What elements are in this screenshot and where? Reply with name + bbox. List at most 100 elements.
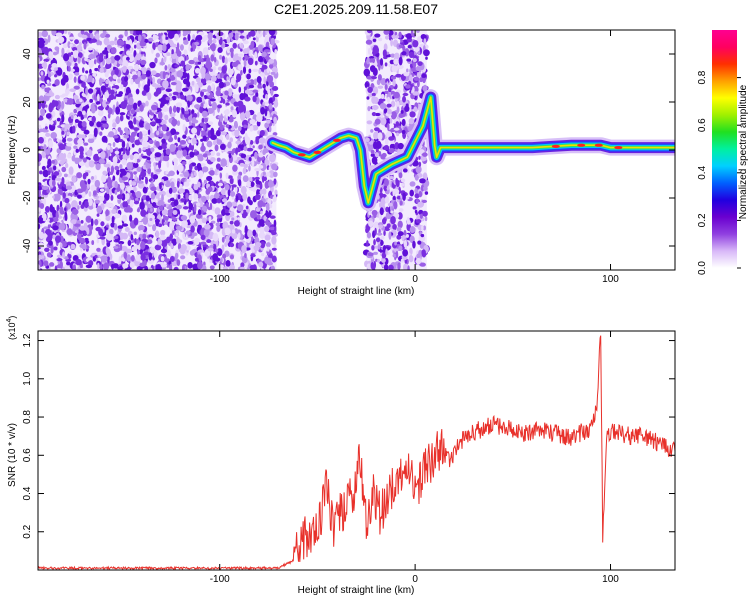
noise-speckle [44,126,48,130]
noise-speckle [402,249,409,257]
noise-speckle [117,127,122,132]
noise-speckle [41,255,45,259]
noise-speckle [39,170,43,175]
noise-speckle [388,175,395,180]
noise-speckle [196,128,201,136]
noise-speckle [380,117,387,126]
noise-speckle [402,95,406,103]
noise-speckle [85,70,89,74]
noise-speckle [240,153,247,159]
noise-speckle [270,88,274,96]
noise-speckle [105,57,112,65]
noise-speckle [189,250,195,256]
noise-speckle [378,37,383,42]
noise-speckle [135,53,142,61]
noise-speckle [122,154,128,160]
noise-speckle [64,123,70,130]
noise-speckle [233,101,239,107]
noise-speckle [84,147,88,153]
noise-speckle [250,253,256,258]
noise-speckle [99,195,105,202]
noise-speckle [137,34,142,42]
noise-speckle [258,219,265,227]
noise-speckle [379,191,384,198]
noise-speckle [217,96,222,102]
noise-speckle [367,143,373,152]
noise-speckle [380,93,385,100]
noise-speckle [66,241,73,246]
noise-speckle [64,197,70,204]
noise-speckle [138,147,142,154]
noise-speckle [219,54,222,60]
noise-speckle [249,210,257,219]
noise-speckle [216,198,222,204]
noise-speckle [171,57,177,65]
noise-speckle [386,108,392,115]
noise-speckle [63,256,70,260]
noise-speckle [202,47,209,56]
noise-speckle [73,76,77,83]
noise-speckle [180,215,188,221]
noise-speckle [401,129,406,135]
noise-speckle [365,137,370,143]
noise-speckle [263,76,266,84]
noise-speckle [51,159,55,164]
noise-speckle [138,131,143,140]
noise-speckle [244,54,249,60]
noise-speckle [94,161,98,165]
spectrogram-x-ticks: -100 0 100 [210,30,619,285]
colorbar-tick-label: 0.2 [697,213,708,227]
noise-speckle [89,98,94,103]
noise-speckle [149,217,153,222]
noise-speckle [158,160,162,169]
snr-x-label: Height of straight line (km) [298,585,415,596]
noise-speckle [38,188,41,197]
signal-peak [551,144,560,148]
noise-speckle [273,226,277,233]
noise-speckle [147,259,154,264]
noise-speckle [40,108,46,117]
noise-speckle [423,225,427,231]
noise-speckle [135,88,140,95]
noise-speckle [390,39,393,47]
noise-speckle [238,86,242,93]
noise-speckle [48,51,53,59]
noise-speckle [235,147,241,153]
noise-speckle [76,172,83,179]
noise-speckle [244,136,251,145]
signal-peak [614,146,623,150]
noise-speckle [68,55,75,63]
noise-speckle [114,189,118,195]
noise-speckle [145,195,150,202]
noise-speckle [208,38,213,45]
noise-speckle [101,174,107,183]
noise-speckle [396,132,400,137]
noise-speckle [109,228,114,235]
noise-speckle [166,143,170,149]
noise-speckle [400,39,404,43]
spectrogram-x-tick-label: 0 [412,274,418,285]
noise-speckle [182,134,187,139]
noise-speckle [38,136,44,144]
noise-speckle [222,253,227,260]
noise-speckle [125,44,131,50]
noise-speckle [405,84,411,89]
noise-speckle [67,153,72,159]
noise-speckle [53,246,58,251]
noise-speckle [163,155,170,162]
noise-speckle [204,30,211,33]
noise-speckle [379,207,384,216]
noise-speckle [386,103,392,108]
noise-speckle [224,227,231,235]
noise-speckle [203,94,208,100]
noise-speckle [229,254,235,260]
noise-speckle [114,165,120,171]
noise-speckle [260,210,263,215]
noise-speckle [134,63,140,72]
noise-speckle [73,108,78,114]
noise-speckle [203,224,211,230]
noise-speckle [109,40,116,46]
noise-speckle [383,43,388,52]
noise-speckle [210,180,214,186]
noise-speckle [51,30,57,36]
